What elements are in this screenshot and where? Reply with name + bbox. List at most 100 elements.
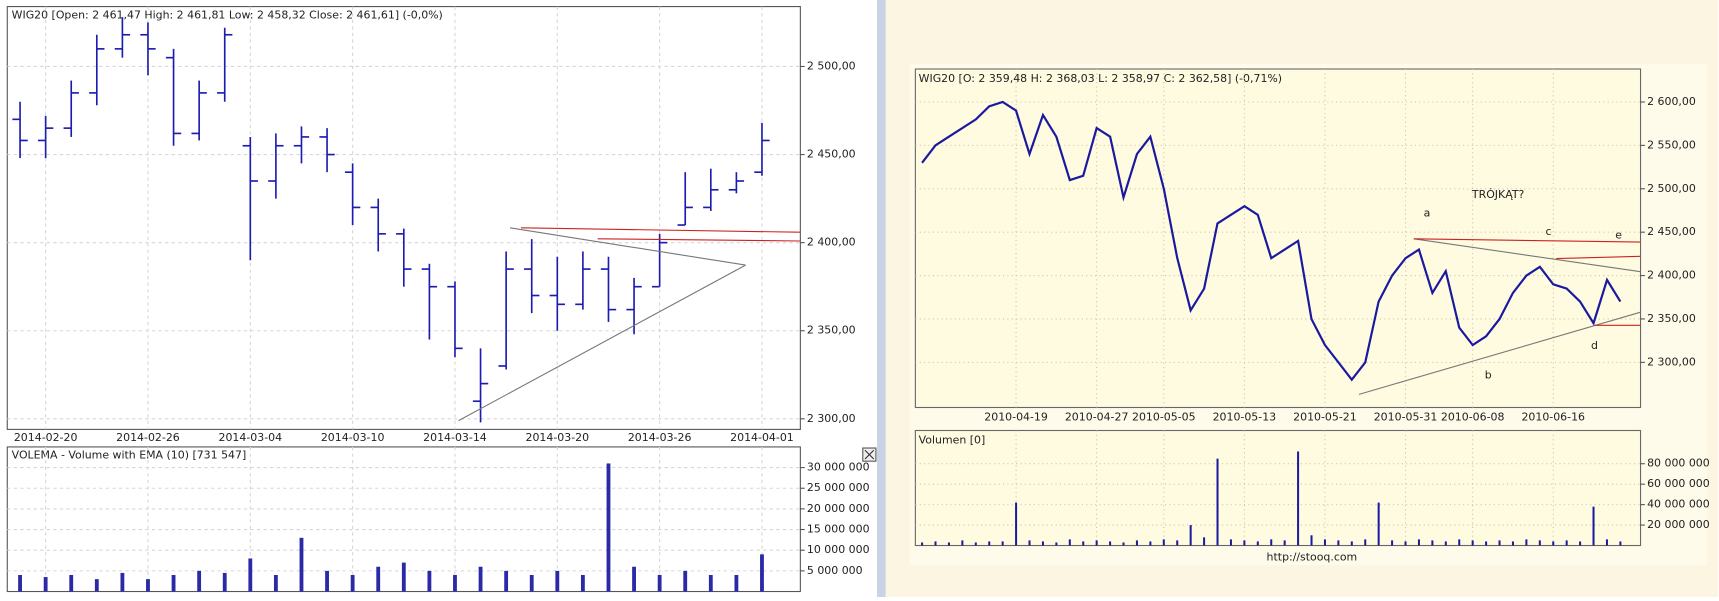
volume-bar	[1229, 539, 1232, 546]
volume-bar	[350, 574, 355, 592]
x-tick-label: 2010-05-13	[1213, 410, 1277, 423]
volume-bar	[947, 542, 950, 546]
close-button[interactable]	[862, 447, 877, 462]
volume-bar	[1189, 525, 1192, 546]
volume-bar	[1377, 502, 1380, 546]
volume-bar	[1283, 540, 1286, 546]
volume-bar	[427, 570, 432, 592]
volume-bar	[1444, 541, 1447, 546]
y-tick-label: 80 000 000	[1647, 457, 1710, 470]
volume-bar	[921, 542, 924, 546]
volume-bar	[1350, 541, 1353, 546]
price-plot-right	[914, 68, 1642, 409]
x-tick-label: 2010-06-16	[1521, 410, 1585, 423]
chart-title: WIG20 [O: 2 359,48 H: 2 368,03 L: 2 358,…	[919, 72, 1282, 85]
annotation: c	[1546, 225, 1552, 238]
volume-bar	[1162, 539, 1165, 546]
volume-bar	[1135, 540, 1138, 546]
y-tick-label: 2 450,00	[807, 148, 856, 161]
volume-bar	[1028, 540, 1031, 546]
y-tick-label: 30 000 000	[807, 461, 870, 474]
volume-bar	[94, 579, 99, 592]
volume-bar	[1082, 541, 1085, 546]
x-tick-label: 2014-02-26	[116, 431, 180, 444]
volume-bar	[1619, 541, 1622, 546]
volume-bar	[1041, 541, 1044, 546]
volume-bar	[1391, 540, 1394, 546]
volume-bar	[325, 570, 329, 592]
volume-bar	[760, 554, 764, 592]
volume-bar	[580, 574, 585, 592]
volume-bar	[1323, 539, 1326, 546]
volume-bar	[1565, 540, 1568, 546]
volume-bar	[1605, 539, 1608, 546]
volume-bar	[222, 572, 227, 592]
y-tick-label: 2 500,00	[1647, 182, 1696, 195]
y-tick-label: 2 300,00	[807, 412, 856, 425]
chart-layer: WIG20 [Open: 2 461,47 High: 2 461,81 Low…	[7, 6, 1710, 592]
volume-bar	[1243, 540, 1246, 546]
volume-bar	[1270, 539, 1273, 546]
volume-bar	[1552, 541, 1555, 546]
volume-bar	[988, 541, 991, 546]
y-tick-label: 2 300,00	[1647, 355, 1696, 368]
volume-bar	[1485, 541, 1488, 546]
y-tick-label: 2 500,00	[807, 59, 856, 72]
volume-bar	[1431, 540, 1434, 546]
y-tick-label: 60 000 000	[1647, 477, 1710, 490]
volume-bar	[401, 562, 406, 592]
volume-bar	[1216, 458, 1219, 546]
y-tick-label: 2 450,00	[1647, 225, 1696, 238]
volume-bar	[529, 574, 534, 592]
volume-bar	[1095, 540, 1098, 546]
volume-bar	[1538, 540, 1541, 546]
volume-bar	[734, 574, 739, 592]
volume-bar	[683, 570, 688, 592]
chart-title: VOLEMA - Volume with EMA (10) [731 547]	[12, 449, 247, 462]
volume-bar	[1579, 541, 1582, 546]
x-tick-label: 2010-04-27	[1065, 410, 1129, 423]
volume-bar	[1176, 540, 1179, 546]
x-tick-label: 2010-05-05	[1132, 410, 1196, 423]
splitter	[877, 0, 886, 597]
volume-bar	[1256, 541, 1259, 546]
volume-bar	[1055, 542, 1058, 546]
volume-bar	[1404, 541, 1407, 546]
chart-title: WIG20 [Open: 2 461,47 High: 2 461,81 Low…	[12, 8, 443, 21]
x-tick-label: 2010-06-08	[1441, 410, 1505, 423]
x-tick-label: 2014-02-20	[14, 431, 78, 444]
volume-bar	[248, 558, 253, 592]
volume-bar	[934, 541, 937, 546]
volume-bar	[632, 566, 636, 592]
volume-plot-right	[914, 429, 1642, 547]
price-line	[921, 100, 1622, 382]
x-tick-label: 2010-05-31	[1374, 410, 1438, 423]
volume-bar	[1122, 542, 1125, 546]
x-tick-label: 2014-03-04	[219, 431, 283, 444]
annotation: e	[1615, 229, 1622, 242]
volume-bar	[1015, 502, 1018, 546]
x-tick-label: 2014-03-20	[526, 431, 590, 444]
x-tick-label: 2010-05-21	[1293, 410, 1357, 423]
y-tick-label: 20 000 000	[1647, 518, 1710, 531]
y-tick-label: 20 000 000	[807, 502, 870, 515]
volume-bar	[18, 574, 22, 592]
volume-bar	[1109, 541, 1112, 546]
x-tick-label: 2014-03-26	[628, 431, 692, 444]
y-tick-label: 5 000 000	[807, 564, 863, 577]
volume-bar	[657, 574, 662, 592]
y-tick-label: 2 350,00	[1647, 312, 1696, 325]
volume-bar	[555, 570, 560, 592]
y-tick-label: 2 600,00	[1647, 95, 1696, 108]
price-plot	[6, 6, 801, 430]
volume-bar	[1417, 539, 1420, 546]
chart-title: Volumen [0]	[919, 433, 986, 446]
x-tick-label: 2014-03-10	[321, 431, 385, 444]
volume-bar	[146, 579, 150, 592]
volume-bar	[1310, 535, 1313, 546]
volume-bar	[171, 574, 176, 592]
volume-bar	[273, 574, 278, 592]
volume-bar	[708, 574, 713, 592]
